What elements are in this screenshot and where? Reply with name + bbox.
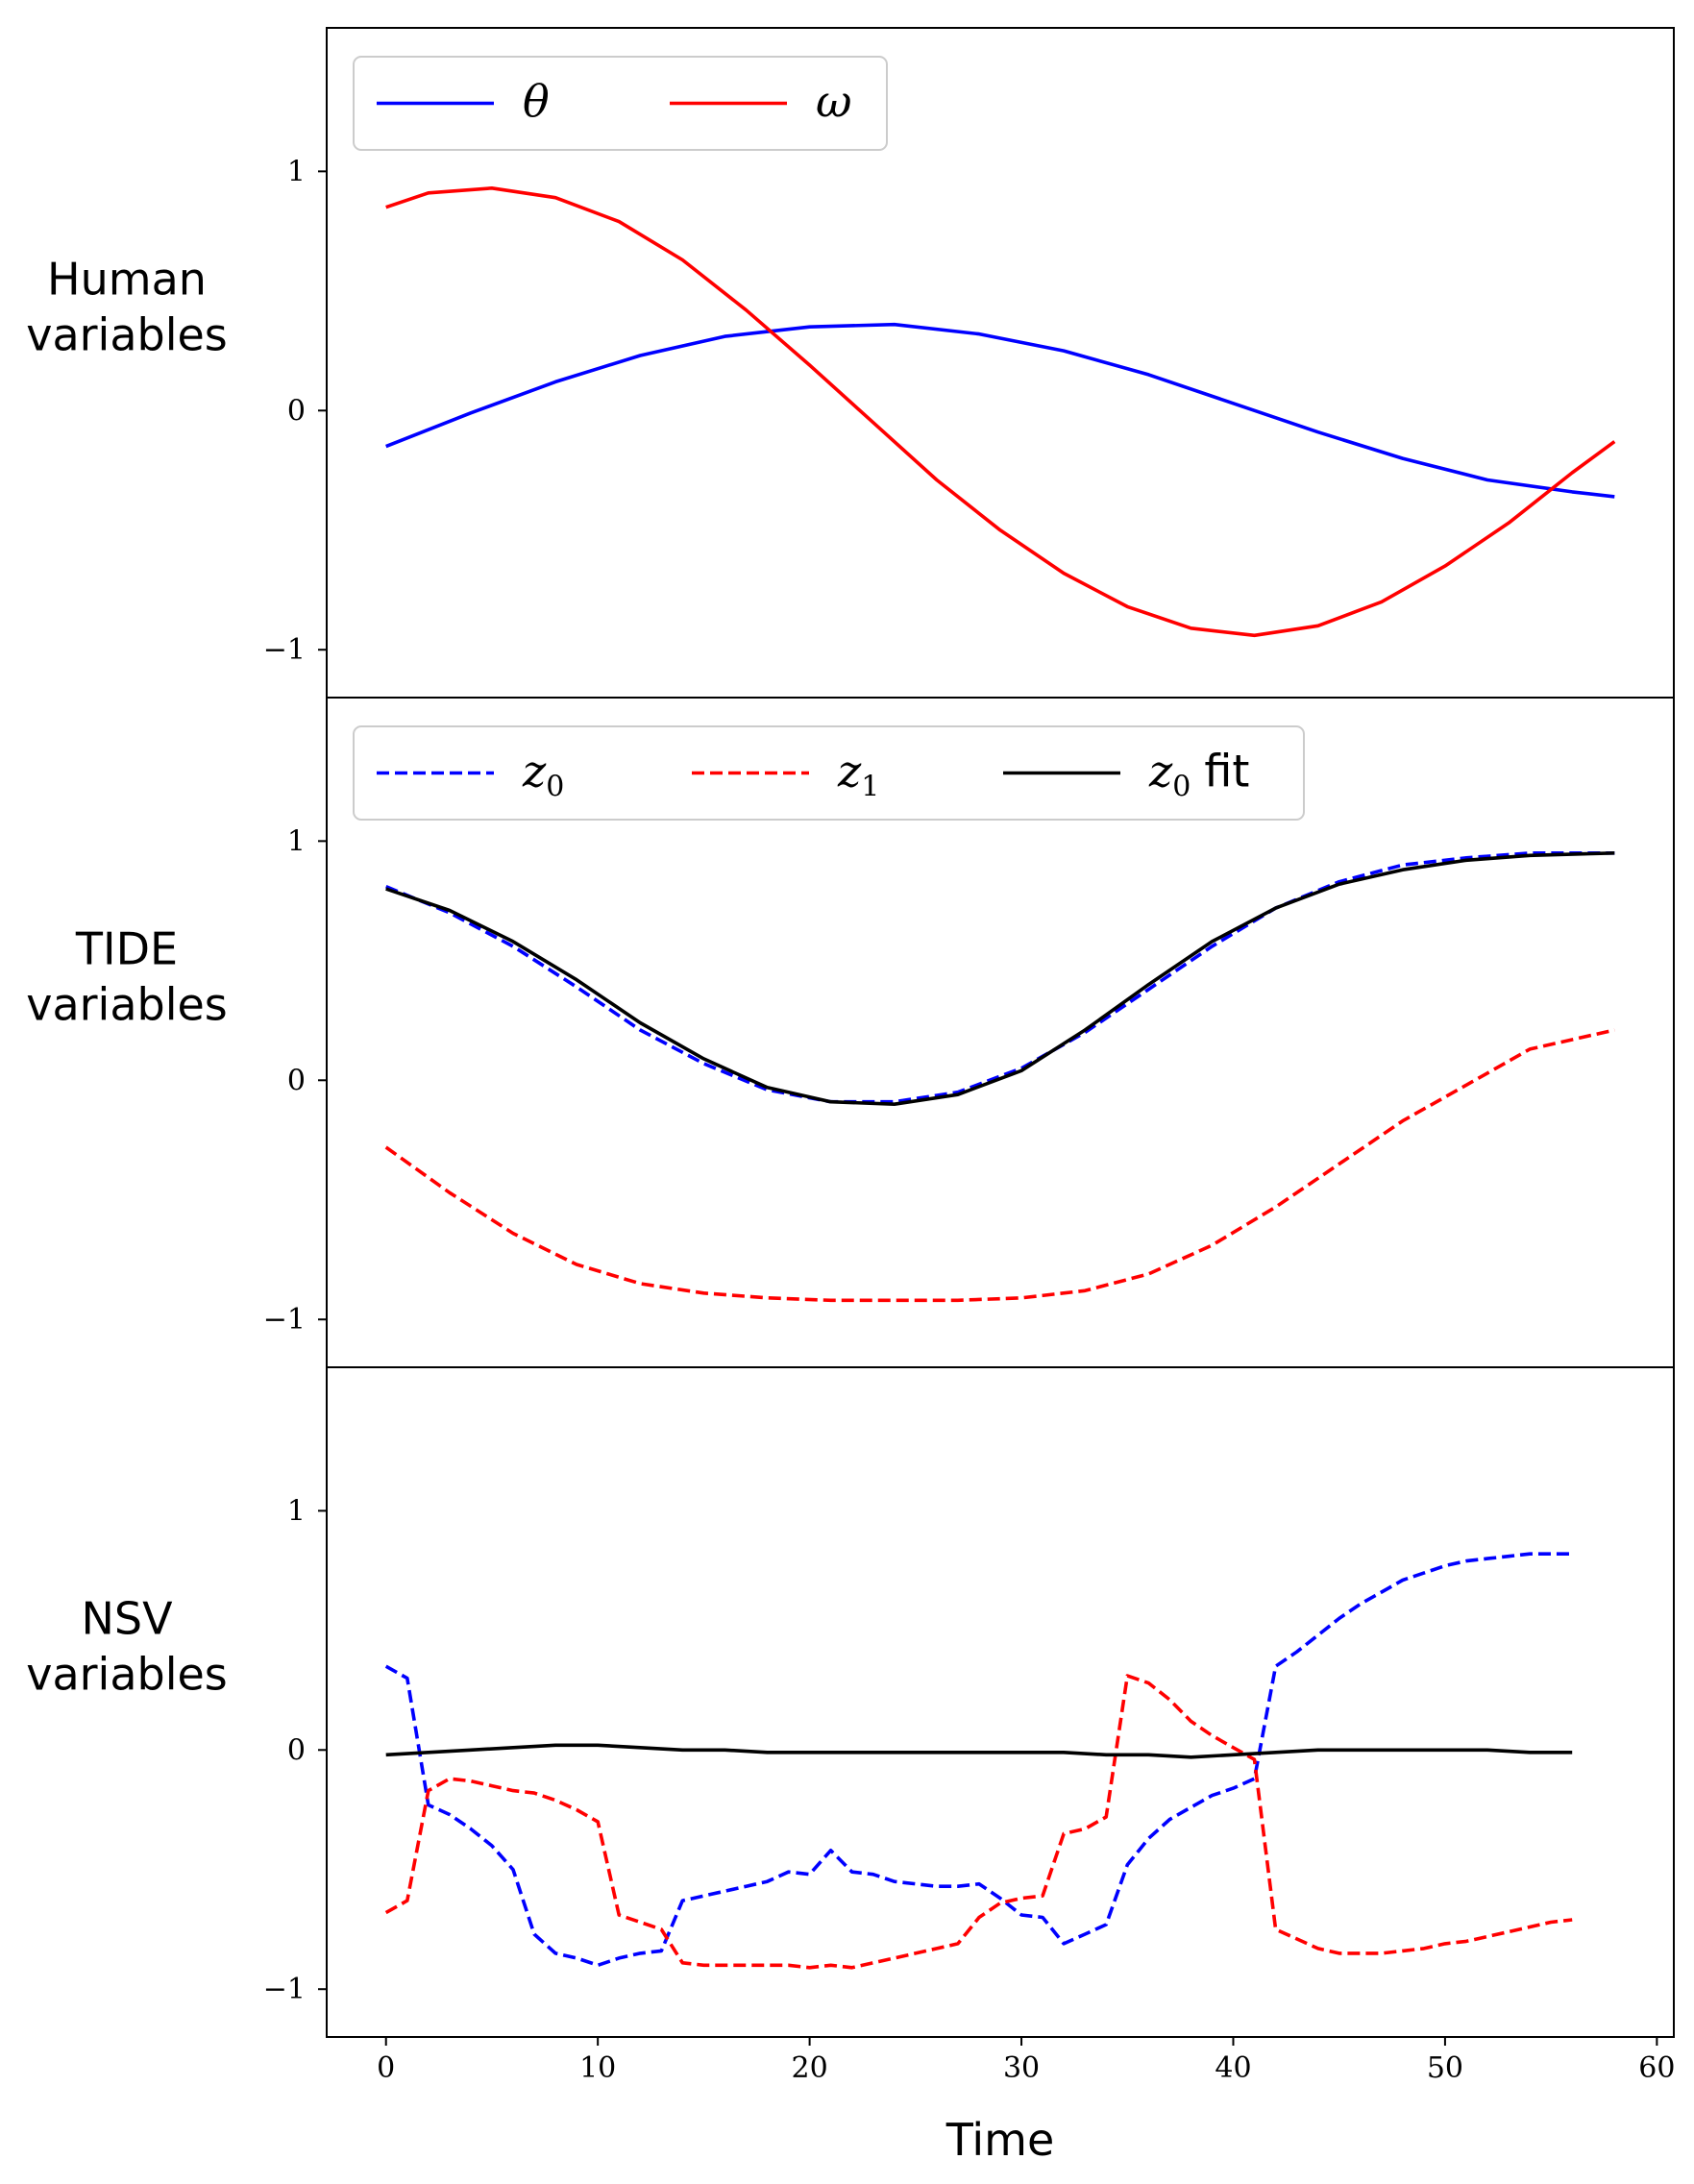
x-axis-label: Time: [945, 2114, 1055, 2166]
legend-box: [353, 725, 1305, 821]
x-tick-label: 30: [1003, 2051, 1040, 2085]
legend-label-main: z: [1148, 746, 1173, 798]
y-tick-label: −1: [263, 633, 306, 667]
legend-label: θ: [523, 76, 550, 128]
legend-label-sub: 1: [861, 771, 879, 804]
row-label: TIDE variables: [26, 922, 228, 1030]
row-label: Human variables: [26, 253, 228, 360]
series-line-ω: [385, 186, 1616, 638]
y-tick-label: 0: [287, 1064, 306, 1097]
row-label-line: variables: [26, 1648, 228, 1700]
series-line-z1: [384, 1028, 1615, 1303]
legend: z0 z1 z0 fit: [353, 725, 1305, 821]
y-tick-label: 1: [287, 1494, 306, 1528]
x-tick-label: 0: [377, 2051, 395, 2085]
axes-frame: [326, 1366, 1675, 2038]
y-tick-label: 1: [287, 824, 306, 858]
series-line-θ: [385, 322, 1615, 499]
row-label: NSV variables: [26, 1592, 228, 1700]
legend-label: ω: [816, 76, 852, 128]
y-tick-label: 0: [287, 1733, 306, 1767]
series-line-z0: [384, 1552, 1573, 1968]
series-line-z1: [384, 1674, 1573, 1970]
legend-label-suffix: fit: [1204, 746, 1249, 798]
row-label-line: TIDE: [75, 922, 178, 974]
legend-label: z0: [522, 746, 564, 804]
legend-label: z0 fit: [1148, 746, 1249, 804]
legend-label-main: θ: [523, 76, 550, 128]
row-label-line: Human: [47, 253, 207, 305]
y-tick-label: 1: [287, 155, 306, 188]
y-tick-label: 0: [287, 394, 306, 428]
row-label-line: variables: [26, 978, 228, 1030]
legend-label-sub: 0: [546, 771, 564, 804]
y-tick-label: −1: [263, 1303, 306, 1337]
x-tick-label: 50: [1427, 2051, 1463, 2085]
row-label-line: NSV: [81, 1592, 173, 1644]
legend-label-main: ω: [816, 76, 852, 128]
x-tick-label: 20: [792, 2051, 828, 2085]
y-tick-label: −1: [263, 1973, 306, 2006]
x-tick-label: 10: [579, 2051, 616, 2085]
legend-label-sub: 0: [1172, 771, 1191, 804]
legend-label: z1: [837, 746, 879, 804]
x-tick-label: 40: [1215, 2051, 1251, 2085]
legend-label-main: z: [522, 746, 547, 798]
series-line-z0-fit: [385, 1743, 1573, 1759]
series-line-z0-fit: [385, 851, 1615, 1106]
series-line-z0: [385, 851, 1615, 1104]
legend-label-main: z: [837, 746, 862, 798]
legend-box: [353, 56, 888, 151]
row-label-line: variables: [26, 308, 228, 360]
x-tick-label: 60: [1638, 2051, 1675, 2085]
